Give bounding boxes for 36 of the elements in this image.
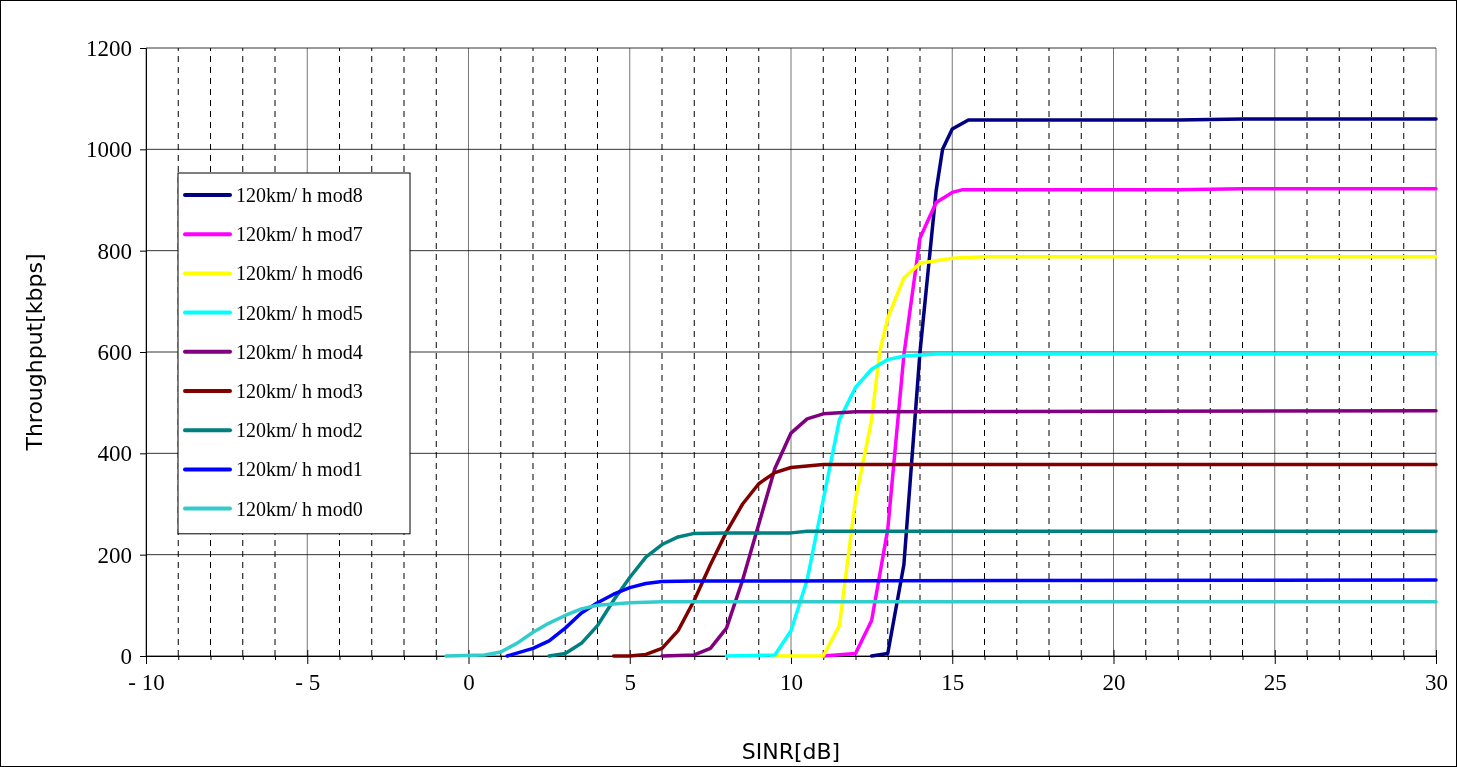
x-tick-label: - 5 [295,670,321,696]
x-tick-label: 25 [1263,670,1287,696]
y-tick-label: 800 [97,238,132,264]
y-tick-label: 1000 [86,137,132,163]
y-tick-label: 600 [97,339,132,365]
legend-label: 120km/ h mod8 [236,184,363,206]
line-series [821,187,1438,658]
legend-label: 120km/ h mod1 [236,458,363,481]
legend-label: 120km/ h mod6 [236,262,363,285]
y-tick-label: 200 [97,542,132,568]
line-series [547,529,1438,658]
x-tick-label: 0 [463,670,475,696]
legend-label: 120km/ h mod7 [236,223,363,246]
legend-label: 120km/ h mod3 [236,380,363,402]
x-axis-title: SINR[dB] [741,739,841,764]
y-tick-label: 0 [120,643,132,669]
x-tick-label: 10 [780,670,803,696]
x-tick-label: 15 [941,670,965,696]
legend-label: 120km/ h mod0 [236,497,363,520]
legend-label: 120km/ h mod5 [236,301,363,324]
line-series [505,578,1438,658]
legend-label: 120km/ h mod4 [236,340,363,363]
line-series [769,255,1438,658]
y-tick-label: 400 [97,441,132,467]
x-tick-label: - 10 [128,670,165,696]
x-tick-label: 20 [1102,670,1126,696]
legend-label: 120km/ h mod2 [236,419,363,442]
line-series [869,117,1438,658]
x-tick-label: 30 [1425,670,1448,696]
line-series [444,600,1438,658]
line-series [660,409,1438,658]
y-tick-label: 1200 [86,35,132,61]
line-series [724,352,1438,658]
x-tick-label: 5 [624,670,636,696]
y-axis-title: Throughput[kbps] [22,253,47,452]
line-series [611,462,1438,658]
